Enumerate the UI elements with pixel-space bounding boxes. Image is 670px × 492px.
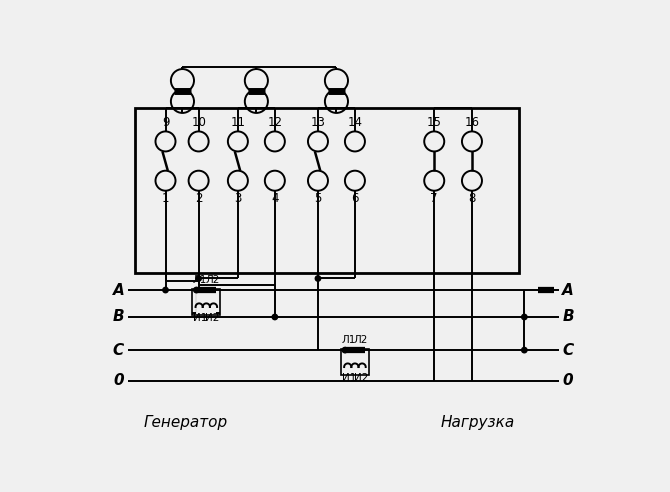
Circle shape: [522, 347, 527, 353]
Text: 9: 9: [161, 116, 170, 129]
Text: 0: 0: [113, 373, 124, 388]
Text: C: C: [113, 342, 124, 358]
Text: B: B: [562, 309, 574, 325]
Text: 11: 11: [230, 116, 245, 129]
Text: И2: И2: [354, 373, 368, 383]
Text: A: A: [113, 282, 125, 298]
Circle shape: [194, 287, 199, 293]
Text: Л1: Л1: [193, 275, 207, 285]
Text: Нагрузка: Нагрузка: [441, 415, 515, 430]
Text: 7: 7: [431, 192, 438, 205]
Text: A: A: [562, 282, 574, 298]
Text: 15: 15: [427, 116, 442, 129]
Text: 4: 4: [271, 192, 279, 205]
Text: Л1: Л1: [342, 335, 356, 345]
Bar: [135, 108, 519, 273]
Text: И1: И1: [342, 373, 356, 383]
Text: 16: 16: [464, 116, 480, 129]
Text: B: B: [113, 309, 125, 325]
Text: 8: 8: [468, 192, 476, 205]
Text: 3: 3: [234, 192, 242, 205]
Circle shape: [196, 276, 201, 281]
Circle shape: [342, 347, 348, 353]
Text: И1: И1: [193, 313, 207, 323]
Text: Генератор: Генератор: [143, 415, 228, 430]
Text: Л2: Л2: [354, 335, 368, 345]
Circle shape: [316, 276, 321, 281]
Text: 1: 1: [161, 192, 170, 205]
Text: 6: 6: [351, 192, 358, 205]
Text: 2: 2: [195, 192, 202, 205]
Bar: [192, 288, 220, 315]
Bar: [341, 348, 369, 375]
Text: И2: И2: [205, 313, 220, 323]
Circle shape: [522, 314, 527, 320]
Text: 5: 5: [314, 192, 322, 205]
Text: 12: 12: [267, 116, 282, 129]
Circle shape: [272, 314, 277, 320]
Circle shape: [163, 287, 168, 293]
Text: 13: 13: [310, 116, 326, 129]
Text: Л2: Л2: [205, 275, 220, 285]
Text: 14: 14: [348, 116, 362, 129]
Text: 10: 10: [191, 116, 206, 129]
Text: 0: 0: [563, 373, 574, 388]
Text: C: C: [563, 342, 574, 358]
